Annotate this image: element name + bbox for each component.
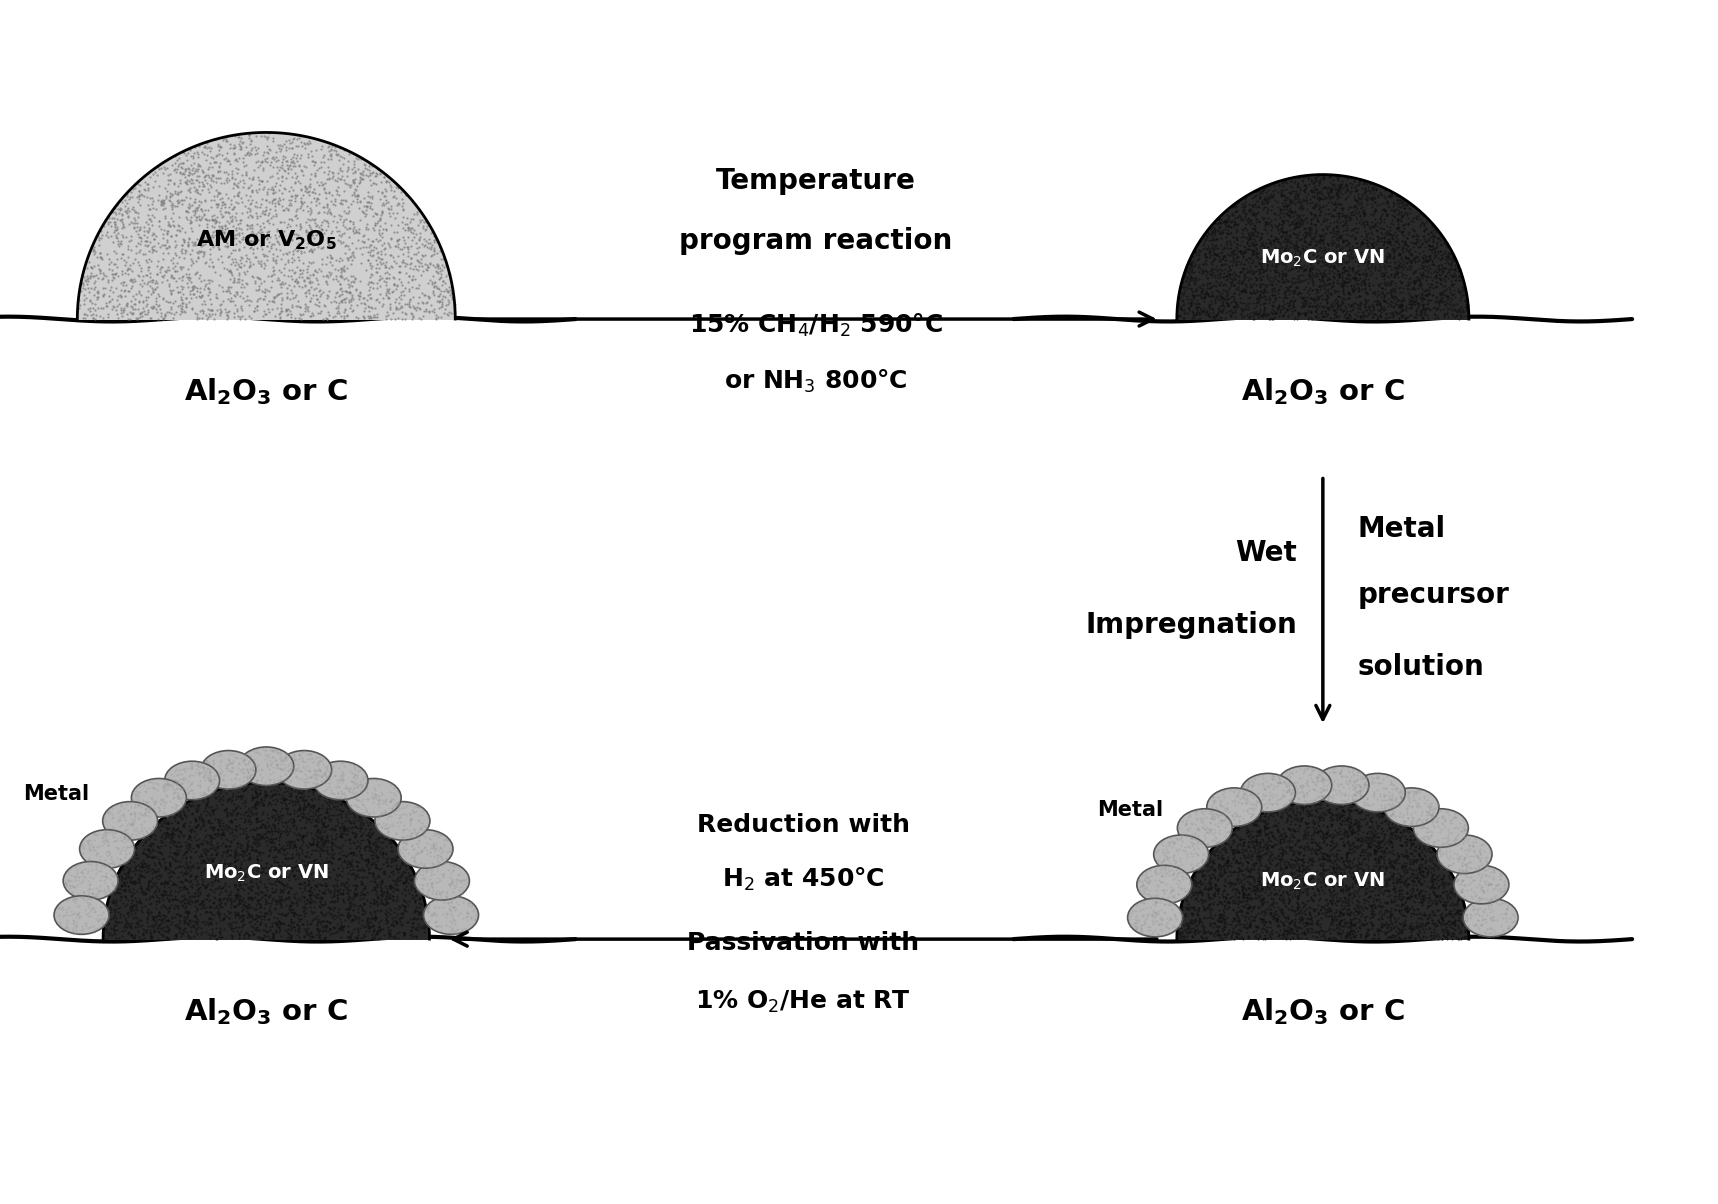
Text: precursor: precursor <box>1357 580 1508 609</box>
Text: $\mathregular{Al_2O_3}$ or C: $\mathregular{Al_2O_3}$ or C <box>1240 376 1405 407</box>
Text: 15% CH$_4$/H$_2$ 590°C: 15% CH$_4$/H$_2$ 590°C <box>689 312 943 338</box>
Polygon shape <box>103 783 430 939</box>
Circle shape <box>131 779 186 818</box>
Circle shape <box>1127 898 1182 937</box>
Circle shape <box>1137 866 1192 904</box>
Circle shape <box>313 761 368 799</box>
Circle shape <box>1464 898 1519 937</box>
Circle shape <box>1350 773 1405 811</box>
Circle shape <box>1436 836 1491 874</box>
Circle shape <box>201 750 256 789</box>
Text: 1% O$_2$/He at RT: 1% O$_2$/He at RT <box>696 988 911 1015</box>
Text: Reduction with: Reduction with <box>698 813 909 837</box>
Circle shape <box>1177 809 1232 848</box>
Text: $\mathregular{Al_2O_3}$ or C: $\mathregular{Al_2O_3}$ or C <box>1240 996 1405 1027</box>
Text: $\mathregular{Al_2O_3}$ or C: $\mathregular{Al_2O_3}$ or C <box>184 996 349 1027</box>
Circle shape <box>53 896 108 934</box>
Text: Metal: Metal <box>1357 514 1445 543</box>
Text: or NH$_3$ 800°C: or NH$_3$ 800°C <box>725 368 907 395</box>
Circle shape <box>103 802 158 840</box>
Circle shape <box>424 896 479 934</box>
Text: H$_2$ at 450°C: H$_2$ at 450°C <box>722 866 885 892</box>
Text: Metal: Metal <box>24 784 89 803</box>
Circle shape <box>414 862 469 901</box>
Text: Impregnation: Impregnation <box>1086 610 1297 639</box>
Text: Wet: Wet <box>1235 538 1297 567</box>
Text: Metal: Metal <box>1098 801 1163 820</box>
Circle shape <box>1414 809 1469 848</box>
Circle shape <box>79 830 134 868</box>
Text: solution: solution <box>1357 653 1484 681</box>
Circle shape <box>1276 766 1331 804</box>
Circle shape <box>239 746 294 785</box>
Circle shape <box>165 761 220 799</box>
Circle shape <box>399 830 454 868</box>
Circle shape <box>1206 787 1261 826</box>
Circle shape <box>347 779 402 818</box>
Text: $\mathregular{Al_2O_3}$ or C: $\mathregular{Al_2O_3}$ or C <box>184 376 349 407</box>
Text: AM or $\mathregular{V_2O_5}$: AM or $\mathregular{V_2O_5}$ <box>196 229 337 253</box>
Circle shape <box>375 802 430 840</box>
Circle shape <box>1314 766 1369 804</box>
Circle shape <box>64 862 119 901</box>
Circle shape <box>277 750 332 789</box>
Circle shape <box>1240 773 1295 811</box>
Text: Mo$_2$C or VN: Mo$_2$C or VN <box>1261 248 1385 268</box>
Polygon shape <box>77 132 455 319</box>
Text: Mo$_2$C or VN: Mo$_2$C or VN <box>204 863 328 884</box>
Text: Passivation with: Passivation with <box>687 931 919 955</box>
Polygon shape <box>1177 175 1469 319</box>
Circle shape <box>1154 836 1209 874</box>
Polygon shape <box>1177 801 1469 939</box>
Text: Mo$_2$C or VN: Mo$_2$C or VN <box>1261 870 1385 892</box>
Text: Temperature: Temperature <box>716 166 916 195</box>
Circle shape <box>1453 866 1508 904</box>
Circle shape <box>1385 787 1440 826</box>
Text: program reaction: program reaction <box>679 226 953 255</box>
